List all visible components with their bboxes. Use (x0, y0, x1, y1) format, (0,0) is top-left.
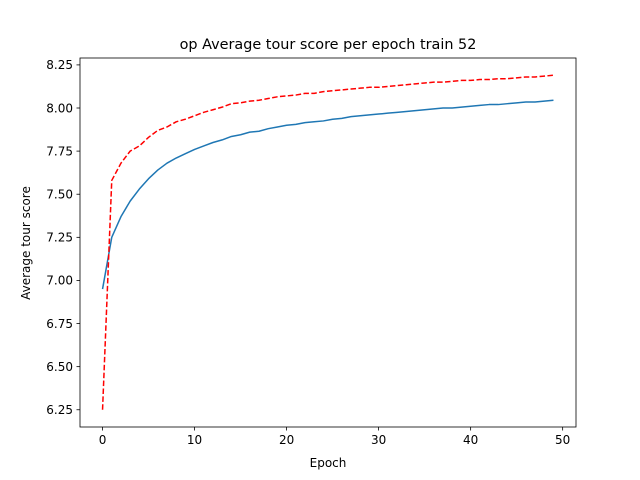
y-axis-ticks: 6.25 6.50 6.75 7.00 7.25 7.50 7.75 8.00 8.25 (46, 58, 80, 417)
y-tick-label: 7.50 (46, 188, 73, 202)
plot-frame (79, 57, 577, 428)
x-tick-label: 10 (187, 433, 202, 447)
chart-title: op Average tour score per epoch train 52 (180, 37, 477, 53)
series-layer (101, 74, 554, 410)
y-tick-label: 6.25 (46, 403, 73, 417)
y-tick-label: 7.00 (46, 274, 73, 288)
series-line-1 (101, 99, 554, 290)
x-tick-label: 0 (99, 433, 107, 447)
plot-area (79, 57, 577, 428)
x-tick-label: 20 (279, 433, 294, 447)
y-tick-label: 6.50 (46, 360, 73, 374)
x-axis-ticks: 0 10 20 30 40 50 (99, 427, 570, 447)
x-tick-label: 40 (463, 433, 478, 447)
y-axis-label: Average tour score (19, 186, 33, 300)
series-line-2 (101, 74, 554, 410)
y-tick-label: 7.25 (46, 231, 73, 245)
x-tick-label: 50 (555, 433, 570, 447)
y-tick-label: 8.00 (46, 101, 73, 115)
y-tick-label: 6.75 (46, 317, 73, 331)
y-tick-label: 8.25 (46, 58, 73, 72)
y-tick-label: 7.75 (46, 144, 73, 158)
x-tick-label: 30 (371, 433, 386, 447)
x-axis-label: Epoch (310, 456, 347, 470)
